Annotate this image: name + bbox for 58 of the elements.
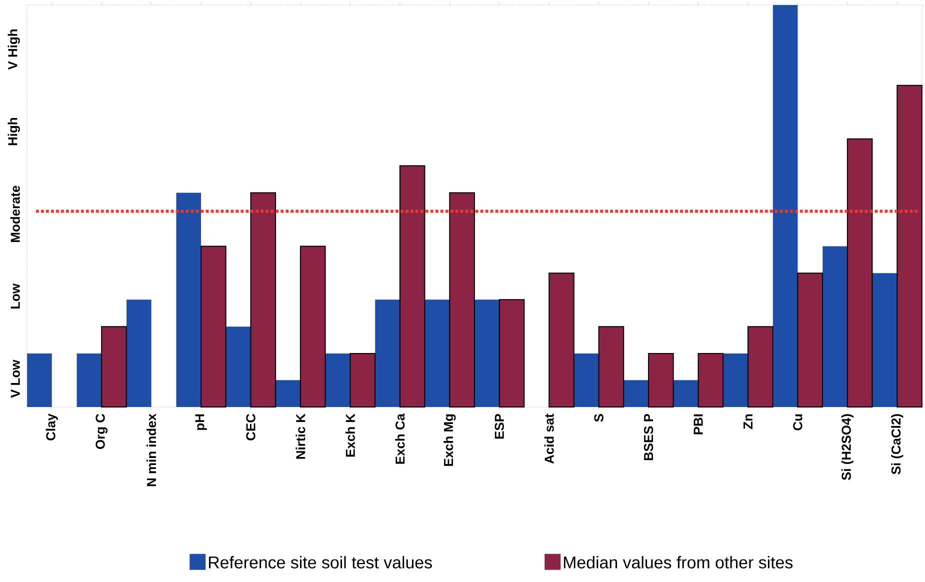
- bar: [126, 300, 152, 407]
- bar: [27, 354, 52, 407]
- x-tick-label: Org C: [96, 414, 108, 449]
- x-tick-label: PBI: [694, 414, 703, 434]
- x-tick-label: Exch Mg: [444, 414, 456, 466]
- bar: [424, 300, 450, 407]
- text: V Low: [10, 360, 20, 398]
- bar: [325, 354, 350, 407]
- bar: [350, 353, 376, 408]
- x-tick-label: ESP: [494, 414, 504, 439]
- bar: [574, 354, 599, 407]
- text: High: [8, 118, 20, 146]
- x-tick-label: CEC: [246, 414, 256, 440]
- bar: [226, 326, 251, 407]
- x-tick-label: Nirtic K: [296, 414, 306, 459]
- bar: [300, 246, 326, 408]
- legend-label: Reference site soil test values: [208, 556, 432, 568]
- bar: [698, 353, 724, 408]
- x-tick-label: Zn: [744, 414, 752, 429]
- x-tick-label: Si (CaCl2): [891, 414, 904, 474]
- bar: [723, 354, 748, 407]
- bar: [846, 138, 873, 408]
- bar: [673, 380, 698, 407]
- x-tick-label: Si (H2SO4): [841, 414, 854, 480]
- bar: [548, 272, 574, 408]
- x-tick-label: BSES P: [644, 414, 654, 460]
- bar: [101, 326, 127, 408]
- bar: [449, 192, 475, 408]
- x-tick-label: Acid sat: [544, 414, 554, 464]
- text: V High: [8, 30, 20, 70]
- text: Moderate: [10, 186, 20, 242]
- bar: [772, 4, 798, 407]
- bar: [896, 84, 922, 408]
- text: Low: [10, 283, 20, 309]
- bar: [76, 354, 102, 407]
- bar: [375, 300, 400, 407]
- bar: [474, 300, 500, 407]
- bar: [872, 273, 898, 407]
- bar: [648, 353, 674, 408]
- bar: [624, 380, 649, 407]
- bar: [822, 246, 848, 407]
- bar: [176, 192, 202, 407]
- x-tick-label: Exch Ca: [395, 413, 405, 464]
- bar: [498, 299, 525, 408]
- x-tick-label: pH: [195, 414, 207, 430]
- bar: [747, 326, 774, 408]
- x-tick-label: N min index: [146, 414, 156, 486]
- bar: [399, 165, 426, 408]
- x-tick-label: S: [594, 414, 604, 422]
- x-tick-label: Exch K: [345, 414, 355, 457]
- x-tick-label: Clay: [46, 414, 58, 440]
- bar: [276, 380, 300, 407]
- bar: [200, 246, 226, 408]
- legend-label: Median values from other sites: [564, 556, 793, 568]
- x-tick-label: Cu: [793, 414, 802, 430]
- bar: [598, 326, 624, 408]
- bar: [250, 192, 276, 408]
- bar: [797, 272, 824, 408]
